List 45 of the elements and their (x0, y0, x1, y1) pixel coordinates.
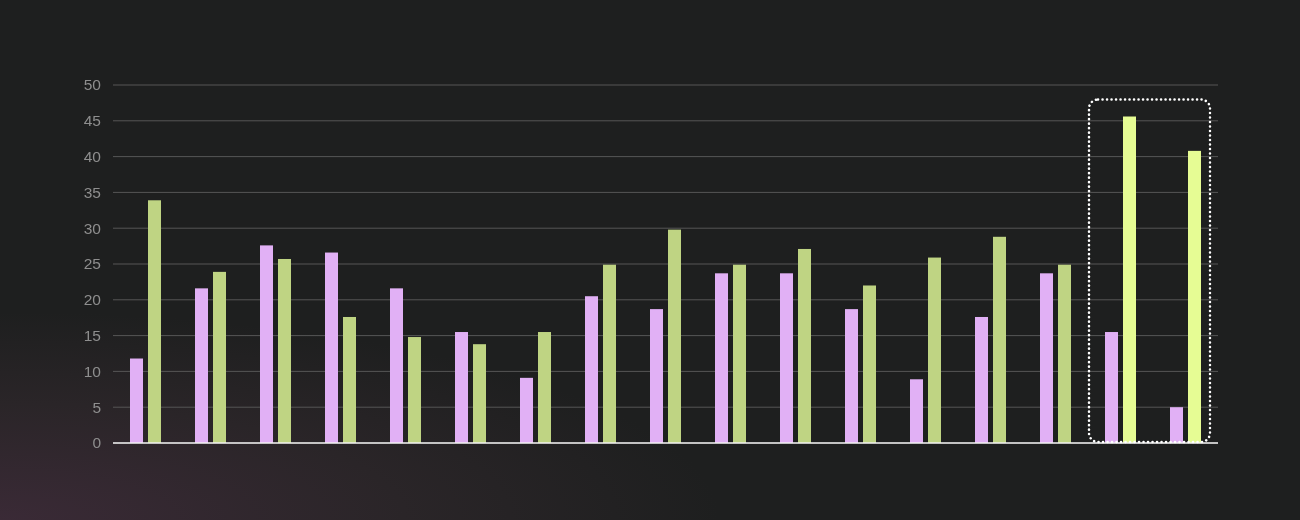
bar (278, 258, 291, 443)
bar (928, 257, 941, 443)
bar (780, 273, 793, 443)
bar (1058, 264, 1071, 443)
bar (520, 377, 533, 443)
bar (130, 358, 143, 443)
bar (715, 273, 728, 443)
y-tick-label: 30 (83, 219, 102, 237)
bar (863, 285, 876, 443)
bar (585, 296, 598, 443)
bar (213, 271, 226, 443)
bar (668, 229, 681, 443)
bar (910, 379, 923, 443)
bar (798, 248, 811, 443)
y-tick-label: 35 (83, 183, 101, 201)
bar (408, 337, 421, 443)
y-tick-label: 25 (83, 255, 101, 273)
bar (975, 316, 988, 443)
bar (1188, 150, 1201, 443)
y-tick-label: 0 (92, 434, 102, 452)
bar (1105, 332, 1118, 443)
y-tick-label: 10 (83, 362, 102, 380)
bar (260, 245, 273, 443)
y-tick-label: 15 (83, 327, 101, 345)
y-tick-label: 5 (92, 398, 101, 416)
y-tick-label: 50 (83, 76, 102, 94)
bar (650, 309, 663, 443)
bar (455, 332, 468, 443)
bar (325, 252, 338, 443)
y-tick-label: 40 (83, 148, 102, 166)
bar (1123, 116, 1136, 443)
bar (538, 332, 551, 443)
bar (1170, 407, 1183, 443)
y-tick-label: 45 (83, 112, 101, 130)
bar (733, 264, 746, 443)
y-tick-label: 20 (83, 291, 102, 309)
bar (390, 288, 403, 443)
bar (845, 309, 858, 443)
bar (195, 288, 208, 443)
bar (1040, 273, 1053, 443)
bar (993, 236, 1006, 443)
bar (148, 200, 161, 443)
bar (343, 316, 356, 443)
bar (603, 264, 616, 443)
bar (473, 344, 486, 443)
